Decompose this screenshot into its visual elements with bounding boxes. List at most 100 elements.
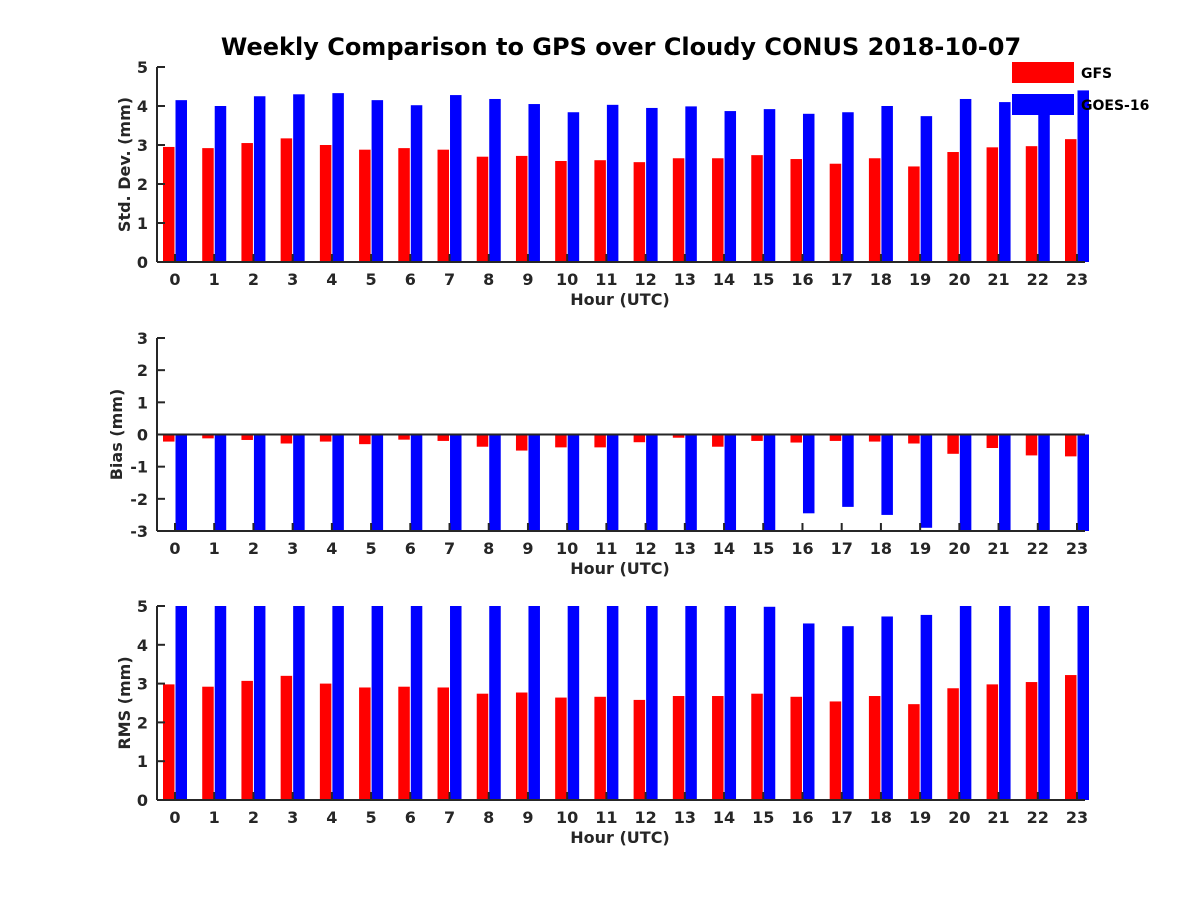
goes16-bar-4 (332, 93, 344, 262)
y-tick-label: 0 (137, 791, 148, 810)
x-tick-label: 10 (556, 808, 578, 827)
gfs-bar-5 (359, 149, 371, 262)
x-tick-label: 18 (870, 808, 892, 827)
goes16-bar-8 (489, 606, 501, 800)
goes16-bar-18 (881, 434, 893, 515)
gfs-bar-11 (594, 434, 606, 448)
x-tick-label: 8 (483, 539, 494, 558)
goes16-bar-15 (763, 606, 776, 800)
x-tick-label: 17 (831, 270, 853, 289)
x-tick-label: 7 (444, 270, 455, 289)
goes16-bar-9 (528, 434, 540, 531)
x-tick-label: 23 (1066, 539, 1088, 558)
y-tick-label: 4 (137, 97, 148, 116)
x-tick-label: 14 (713, 270, 735, 289)
y-tick-label: 1 (137, 214, 148, 233)
gfs-bar-6 (398, 686, 410, 800)
gfs-bar-20 (947, 688, 959, 800)
goes16-bar-0 (175, 606, 187, 800)
x-tick-label: 15 (752, 808, 774, 827)
gfs-bar-23 (1065, 139, 1077, 262)
gfs-bar-13 (672, 696, 685, 800)
goes16-bar-10 (567, 606, 580, 800)
x-tick-label: 8 (483, 808, 494, 827)
gfs-bar-1 (202, 686, 214, 800)
goes16-bar-21 (999, 102, 1011, 262)
goes16-bar-8 (489, 434, 501, 531)
gfs-bar-19 (908, 166, 920, 262)
goes16-bar-1 (214, 434, 227, 531)
x-tick-label: 13 (674, 539, 696, 558)
x-tick-label: 16 (791, 539, 813, 558)
x-tick-label: 1 (209, 539, 220, 558)
gfs-bar-8 (476, 693, 489, 800)
gfs-bar-10 (555, 160, 567, 262)
gfs-bar-20 (947, 434, 959, 454)
gfs-bar-12 (633, 162, 646, 262)
gfs-bar-18 (868, 434, 881, 442)
gfs-bar-23 (1065, 434, 1077, 457)
gfs-bar-5 (359, 687, 371, 800)
x-tick-label: 1 (209, 270, 220, 289)
gfs-bar-9 (515, 434, 528, 451)
goes16-bar-2 (253, 606, 266, 800)
x-tick-label: 0 (169, 270, 180, 289)
gfs-bar-8 (476, 434, 489, 447)
goes16-bar-18 (881, 616, 893, 800)
x-tick-label: 3 (287, 270, 298, 289)
goes16-bar-21 (999, 434, 1011, 531)
gfs-bar-12 (633, 699, 646, 800)
gfs-bar-10 (555, 697, 567, 800)
x-tick-label: 2 (248, 539, 259, 558)
gfs-bar-6 (398, 148, 410, 262)
gfs-bar-4 (319, 434, 332, 442)
gfs-bar-9 (515, 692, 528, 800)
goes16-bar-7 (450, 95, 462, 262)
gfs-bar-10 (555, 434, 567, 448)
gfs-bar-5 (359, 434, 371, 445)
legend-swatch-goes-16 (1012, 94, 1074, 115)
gfs-bar-0 (163, 146, 175, 262)
x-tick-label: 17 (831, 539, 853, 558)
gfs-bar-21 (986, 147, 999, 262)
y-tick-label: 0 (137, 426, 148, 445)
gfs-bar-1 (202, 148, 214, 262)
x-tick-label: 23 (1066, 270, 1088, 289)
goes16-bar-12 (646, 434, 658, 531)
x-tick-label: 10 (556, 270, 578, 289)
chart-title: Weekly Comparison to GPS over Cloudy CON… (221, 33, 1021, 61)
x-tick-label: 15 (752, 539, 774, 558)
gfs-bar-2 (241, 680, 253, 800)
x-tick-label: 3 (287, 539, 298, 558)
gfs-bar-16 (790, 434, 802, 443)
gfs-bar-15 (751, 434, 763, 441)
goes16-bar-22 (1038, 434, 1050, 531)
gfs-bar-4 (319, 145, 332, 262)
y-axis-label: Bias (mm) (107, 389, 126, 481)
x-axis-label: Hour (UTC) (570, 290, 670, 309)
legend-swatch-gfs (1012, 62, 1074, 83)
x-tick-label: 22 (1027, 808, 1049, 827)
goes16-bar-23 (1077, 434, 1089, 531)
y-tick-label: 0 (137, 253, 148, 272)
x-tick-label: 2 (248, 808, 259, 827)
gfs-bar-18 (868, 696, 881, 800)
x-tick-label: 19 (909, 270, 931, 289)
x-tick-label: 3 (287, 808, 298, 827)
goes16-bar-13 (685, 606, 697, 800)
y-tick-label: -1 (130, 458, 148, 477)
x-tick-label: 21 (987, 808, 1009, 827)
gfs-bar-8 (476, 156, 489, 262)
gfs-bar-0 (163, 434, 175, 442)
y-tick-label: 5 (137, 58, 148, 77)
y-axis-label: RMS (mm) (115, 656, 134, 749)
gfs-bar-15 (751, 693, 763, 800)
goes16-bar-17 (842, 112, 854, 263)
x-tick-label: 7 (444, 808, 455, 827)
goes16-bar-5 (371, 100, 384, 263)
y-tick-label: 3 (137, 329, 148, 348)
goes16-bar-16 (802, 113, 815, 262)
gfs-bar-9 (515, 155, 528, 262)
